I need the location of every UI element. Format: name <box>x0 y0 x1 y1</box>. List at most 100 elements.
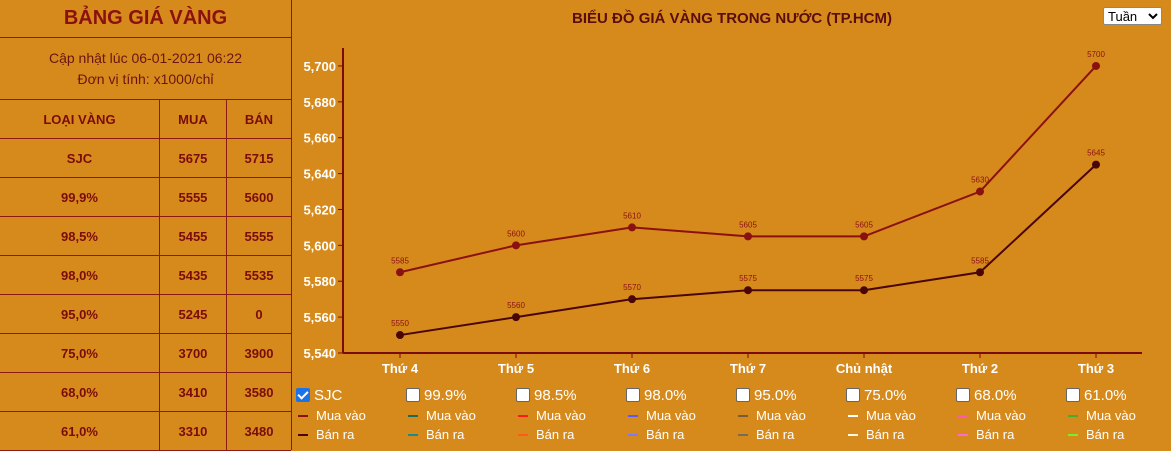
table-row: 68,0% 3410 3580 <box>0 372 291 412</box>
legend-checkbox[interactable]: 98.5% <box>516 384 626 406</box>
legend-buy: Mua vào <box>736 406 846 425</box>
cell-sell: 3900 <box>226 333 291 373</box>
table-row: 98,5% 5455 5555 <box>0 216 291 256</box>
legend-swatch <box>1068 414 1078 417</box>
legend-swatch <box>408 414 418 417</box>
data-point <box>512 241 520 250</box>
checkbox-box[interactable] <box>516 388 530 402</box>
legend-checkbox[interactable]: 95.0% <box>736 384 846 406</box>
cell-sell: 3480 <box>226 411 291 451</box>
cell-buy: 3410 <box>159 372 227 412</box>
checkbox-box[interactable] <box>296 388 310 402</box>
legend-series-label: Bán ra <box>1086 427 1125 442</box>
col-header-sell: BÁN <box>226 100 291 139</box>
legend-label: 98.0% <box>644 386 687 404</box>
data-label: 5700 <box>1087 50 1105 59</box>
checkbox-box[interactable] <box>736 388 750 402</box>
legend-checkbox[interactable]: 98.0% <box>626 384 736 406</box>
data-point <box>860 232 868 241</box>
cell-type: 75,0% <box>0 333 160 373</box>
data-point <box>860 286 868 295</box>
legend-swatch <box>958 433 968 436</box>
checkbox-box[interactable] <box>626 388 640 402</box>
legend-swatch <box>518 414 528 417</box>
cell-sell: 5600 <box>226 177 291 217</box>
legend-sell: Bán ra <box>846 425 956 444</box>
data-label: 5560 <box>507 301 525 310</box>
chart-legend: SJC Mua vào Bán ra 99.9% Mua vào Bán ra 98.5% M… <box>296 384 1171 450</box>
legend-buy: Mua vào <box>846 406 956 425</box>
data-label: 5610 <box>623 211 641 220</box>
cell-sell: 5715 <box>226 138 291 178</box>
data-point <box>976 268 984 277</box>
y-tick-label: 5,640 <box>303 167 336 182</box>
data-label: 5585 <box>391 256 409 265</box>
y-tick-label: 5,700 <box>303 59 336 74</box>
legend-checkbox[interactable]: 75.0% <box>846 384 956 406</box>
x-tick-label: Chủ nhật <box>836 361 893 376</box>
cell-type: 61,0% <box>0 411 160 451</box>
period-select[interactable]: Tuần <box>1103 7 1162 25</box>
legend-swatch <box>628 433 638 436</box>
data-point <box>1092 61 1100 70</box>
data-point <box>396 268 404 277</box>
line-chart: 5,540 5,560 5,580 5,600 5,620 5,640 5,660 5,680… <box>303 48 1142 376</box>
table-row: SJC 5675 5715 <box>0 138 291 178</box>
legend-sell: Bán ra <box>736 425 846 444</box>
legend-series-label: Bán ra <box>536 427 575 442</box>
col-header-type: LOẠI VÀNG <box>0 100 160 139</box>
cell-type: 99,9% <box>0 177 160 217</box>
y-tick-label: 5,560 <box>303 310 336 325</box>
x-tick-label: Thứ 7 <box>730 361 766 376</box>
y-tick-label: 5,600 <box>303 238 336 253</box>
legend-checkbox[interactable]: 99.9% <box>406 384 516 406</box>
x-tick-label: Thứ 4 <box>382 361 419 376</box>
legend-series-label: Mua vào <box>866 408 916 423</box>
legend-series-label: Bán ra <box>426 427 465 442</box>
legend-swatch <box>298 433 308 436</box>
legend-buy: Mua vào <box>956 406 1066 425</box>
table-row: 99,9% 5555 5600 <box>0 177 291 217</box>
price-table: LOẠI VÀNG MUA BÁN SJC 5675 5715 99,9% 5555 5… <box>0 100 291 451</box>
y-tick-label: 5,620 <box>303 202 336 217</box>
data-point <box>512 313 520 322</box>
cell-sell: 3580 <box>226 372 291 412</box>
legend-swatch <box>408 433 418 436</box>
checkbox-box[interactable] <box>406 388 420 402</box>
cell-type: 98,5% <box>0 216 160 256</box>
legend-swatch <box>628 414 638 417</box>
cell-buy: 5245 <box>159 294 227 334</box>
price-panel: BẢNG GIÁ VÀNG Cập nhật lúc 06-01-2021 06… <box>0 0 292 451</box>
legend-label: SJC <box>314 386 343 404</box>
data-point <box>976 187 984 196</box>
table-row: 75,0% 3700 3900 <box>0 333 291 373</box>
legend-group: 61.0% Mua vào Bán ra <box>1066 384 1171 444</box>
checkbox-box[interactable] <box>956 388 970 402</box>
y-tick-label: 5,660 <box>303 131 336 146</box>
legend-series-label: Mua vào <box>536 408 586 423</box>
legend-buy: Mua vào <box>626 406 736 425</box>
panel-info: Cập nhật lúc 06-01-2021 06:22 Đơn vị tín… <box>0 38 291 100</box>
legend-series-label: Bán ra <box>866 427 905 442</box>
data-label: 5575 <box>739 274 757 283</box>
legend-label: 99.9% <box>424 386 467 404</box>
legend-group: 95.0% Mua vào Bán ra <box>736 384 846 444</box>
x-tick-label: Thứ 5 <box>498 361 534 376</box>
series-line <box>399 163 1097 337</box>
legend-group: 68.0% Mua vào Bán ra <box>956 384 1066 444</box>
legend-checkbox[interactable]: 61.0% <box>1066 384 1171 406</box>
x-tick-label: Thứ 3 <box>1078 361 1114 376</box>
legend-series-label: Bán ra <box>316 427 355 442</box>
checkbox-box[interactable] <box>846 388 860 402</box>
legend-series-label: Bán ra <box>646 427 685 442</box>
checkbox-box[interactable] <box>1066 388 1080 402</box>
panel-title: BẢNG GIÁ VÀNG <box>0 0 291 38</box>
col-header-buy: MUA <box>159 100 227 139</box>
legend-swatch <box>738 433 748 436</box>
legend-checkbox[interactable]: SJC <box>296 384 406 406</box>
y-tick-label: 5,540 <box>303 346 336 361</box>
x-tick-label: Thứ 6 <box>614 361 650 376</box>
data-point <box>628 295 636 304</box>
legend-checkbox[interactable]: 68.0% <box>956 384 1066 406</box>
